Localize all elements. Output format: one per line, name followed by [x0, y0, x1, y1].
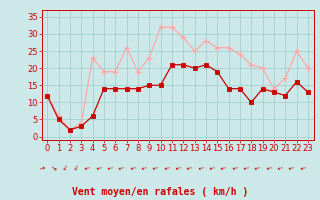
Text: ↙: ↙ [117, 165, 125, 173]
Text: ↙: ↙ [196, 165, 204, 173]
Text: ↙: ↙ [242, 165, 250, 173]
Text: ↙: ↙ [253, 165, 261, 173]
Text: ↗: ↗ [37, 165, 45, 173]
Text: ↙: ↙ [207, 165, 216, 173]
Text: ↓: ↓ [71, 165, 80, 173]
Text: ↙: ↙ [287, 165, 295, 173]
Text: ↙: ↙ [230, 165, 238, 173]
Text: →: → [49, 165, 57, 173]
Text: ↙: ↙ [162, 165, 170, 173]
Text: ↙: ↙ [276, 165, 284, 173]
Text: ↓: ↓ [60, 165, 68, 173]
Text: ↙: ↙ [298, 165, 306, 173]
Text: ↙: ↙ [128, 165, 136, 173]
Text: ↙: ↙ [140, 165, 148, 173]
Text: ↙: ↙ [185, 165, 193, 173]
Text: ↙: ↙ [83, 165, 91, 173]
Text: ↙: ↙ [219, 165, 227, 173]
Text: ↙: ↙ [151, 165, 159, 173]
Text: ↙: ↙ [264, 165, 272, 173]
Text: ↙: ↙ [94, 165, 102, 173]
Text: ↙: ↙ [173, 165, 181, 173]
Text: Vent moyen/en rafales ( km/h ): Vent moyen/en rafales ( km/h ) [72, 187, 248, 197]
Text: ↙: ↙ [106, 165, 114, 173]
